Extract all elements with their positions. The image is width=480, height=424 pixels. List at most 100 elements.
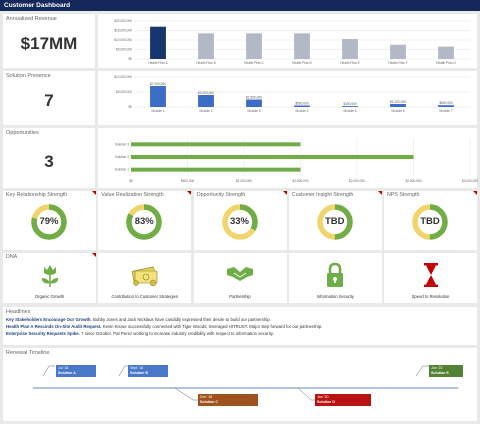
alert-flag-icon — [92, 253, 96, 257]
bar[interactable] — [131, 167, 301, 172]
flower-icon — [3, 261, 96, 289]
gauge-fill — [412, 204, 448, 240]
renewal-name: Solution E — [431, 370, 449, 375]
y-tick-label: $15,000,000 — [114, 29, 132, 33]
alert-flag-icon — [282, 191, 287, 195]
annualized-revenue-card: Annualized Revenue $17MM — [3, 14, 95, 68]
dna-item-label: Speed to Resolution — [411, 294, 450, 299]
handshake-icon — [194, 261, 287, 285]
renewal-date: Sept '18 — [130, 366, 144, 370]
bar[interactable] — [198, 33, 214, 59]
opportunities-by-solution-chart: $0 $500,000 $1,000,000 $1,500,000 $2,000,000… — [115, 138, 478, 183]
x-tick-label: $1,000,000 — [236, 179, 252, 183]
x-tick-label: $0 — [129, 179, 133, 183]
bar[interactable] — [131, 142, 301, 147]
strength-gauge-card[interactable]: NPS Strength TBD — [384, 191, 477, 250]
bar[interactable] — [294, 33, 310, 59]
bar[interactable] — [342, 39, 358, 59]
renewal-date: Jan '20 — [317, 395, 329, 399]
bar[interactable] — [246, 33, 262, 59]
renewal-solution-c[interactable]: Dec '18 Solution C — [198, 394, 258, 406]
renewal-name: Solution A — [58, 370, 76, 375]
headlines-list: Key Stakeholders Encourage Our Growth. B… — [6, 317, 322, 337]
y-tick-label: Solution 3 — [115, 142, 129, 146]
bar[interactable] — [246, 99, 262, 108]
renewal-solution-e[interactable]: Jun '22 Solution E — [429, 365, 463, 377]
dna-card[interactable]: Speed to Resolution — [384, 253, 477, 303]
opportunities-label: Opportunities — [6, 130, 39, 136]
strength-gauge-card[interactable]: Value Realization Strength 83% — [98, 191, 192, 250]
bar[interactable] — [131, 155, 414, 159]
padlock-icon — [289, 261, 382, 289]
y-tick-label: $10,000,000 — [114, 38, 132, 42]
headline-body: Kevin Kisner successfully connected with… — [102, 323, 323, 329]
headline-item: Health Plan A Rescinds On-Site Audit Req… — [6, 324, 322, 331]
revenue-by-module-chart: $0 $5,000,000 $10,000,000 Module 1 $7,000,00… — [114, 75, 470, 113]
renewal-name: Solution D — [317, 399, 335, 404]
strength-gauge-card[interactable]: Opportunity Strength 33% — [193, 191, 287, 250]
renewal-date: Jun '22 — [431, 366, 443, 370]
bar[interactable] — [150, 86, 166, 107]
dna-item-label: Contribution to Customer Strategies — [111, 294, 179, 299]
renewal-date: Dec '18 — [200, 395, 213, 399]
x-tick-label: $500,000 — [181, 179, 195, 183]
x-tick-label: Health Plan B — [196, 61, 216, 65]
gauge-label: Value Realization Strength — [101, 192, 164, 198]
x-tick-label: $3,000,000 — [462, 179, 478, 183]
x-tick-label: $1,500,000 — [293, 179, 309, 183]
renewal-solution-d[interactable]: Jan '20 Solution D — [315, 394, 371, 406]
gauge-value: 79% — [39, 216, 59, 227]
data-label: $7,000,000 — [150, 82, 166, 86]
x-tick-label: Module 7 — [439, 109, 452, 113]
headline-title: Health Plan A Rescinds On-Site Audit Req… — [6, 323, 102, 329]
alert-flag-icon — [377, 191, 382, 195]
strength-gauge-card[interactable]: Key Relationship Strength 79% — [3, 191, 96, 250]
gauge-fill — [31, 204, 67, 240]
headlines-card: Headlines Key Stakeholders Encourage Our… — [3, 307, 477, 345]
donut-gauge — [317, 204, 353, 240]
x-tick-label: Health Plan F — [388, 61, 407, 65]
y-tick-label: $0 — [128, 57, 132, 61]
y-tick-label: Solution 1 — [115, 168, 129, 172]
headline-item: Key Stakeholders Encourage Our Growth. B… — [6, 317, 322, 324]
dashboard-title-bar: Customer Dashboard — [0, 0, 480, 11]
data-label: $2,500,000 — [246, 95, 262, 99]
y-tick-label: $0 — [128, 105, 132, 109]
dna-card[interactable]: Partnership — [193, 253, 287, 303]
alert-flag-icon — [187, 191, 192, 195]
bar[interactable] — [438, 46, 454, 59]
bar[interactable] — [342, 106, 358, 107]
headline-body: 7 since October. Pat Perez working to in… — [81, 330, 274, 336]
dna-card[interactable]: Information Security — [288, 253, 382, 303]
dna-card[interactable]: DNA Organic Growth — [3, 253, 96, 303]
bar[interactable] — [150, 26, 166, 59]
bar[interactable] — [438, 105, 454, 107]
annualized-revenue-value: $17MM — [20, 34, 78, 53]
y-tick-label: $20,000,000 — [114, 19, 132, 23]
x-tick-label: Module 4 — [295, 109, 308, 113]
gauge-label: Key Relationship Strength — [6, 192, 68, 198]
alert-flag-icon — [92, 191, 96, 195]
bar[interactable] — [390, 44, 406, 59]
gauge-label: Opportunity Strength — [196, 192, 246, 198]
dna-label: DNA — [6, 254, 18, 260]
x-tick-label: Module 6 — [391, 109, 404, 113]
y-tick-label: $5,000,000 — [116, 90, 132, 94]
gauge-value: TBD — [420, 216, 440, 227]
hourglass-icon — [384, 261, 477, 289]
strength-gauge-card[interactable]: Customer Insight Strength TBD — [288, 191, 382, 250]
bar[interactable] — [294, 105, 310, 108]
x-tick-label: Module 1 — [151, 109, 164, 113]
gauge-fill — [221, 204, 258, 240]
headline-item: Enterprise Security Requests Spike. 7 si… — [6, 331, 322, 338]
dna-card[interactable]: Contribution to Customer Strategies — [98, 253, 192, 303]
dna-item-label: Information Security — [316, 294, 354, 299]
data-label: $300,000 — [343, 102, 357, 106]
renewal-solution-a[interactable]: Jul '18 Solution A — [56, 365, 96, 377]
dna-item-label: Partnership — [229, 294, 251, 299]
headline-body: Bobby Jones and Jack Nicklaus have candi… — [92, 317, 271, 322]
renewal-timeline-label: Renewal Timeline — [6, 350, 50, 356]
bar[interactable] — [390, 104, 406, 107]
renewal-solution-b[interactable]: Sept '18 Solution B — [128, 365, 168, 377]
bar[interactable] — [198, 95, 214, 107]
